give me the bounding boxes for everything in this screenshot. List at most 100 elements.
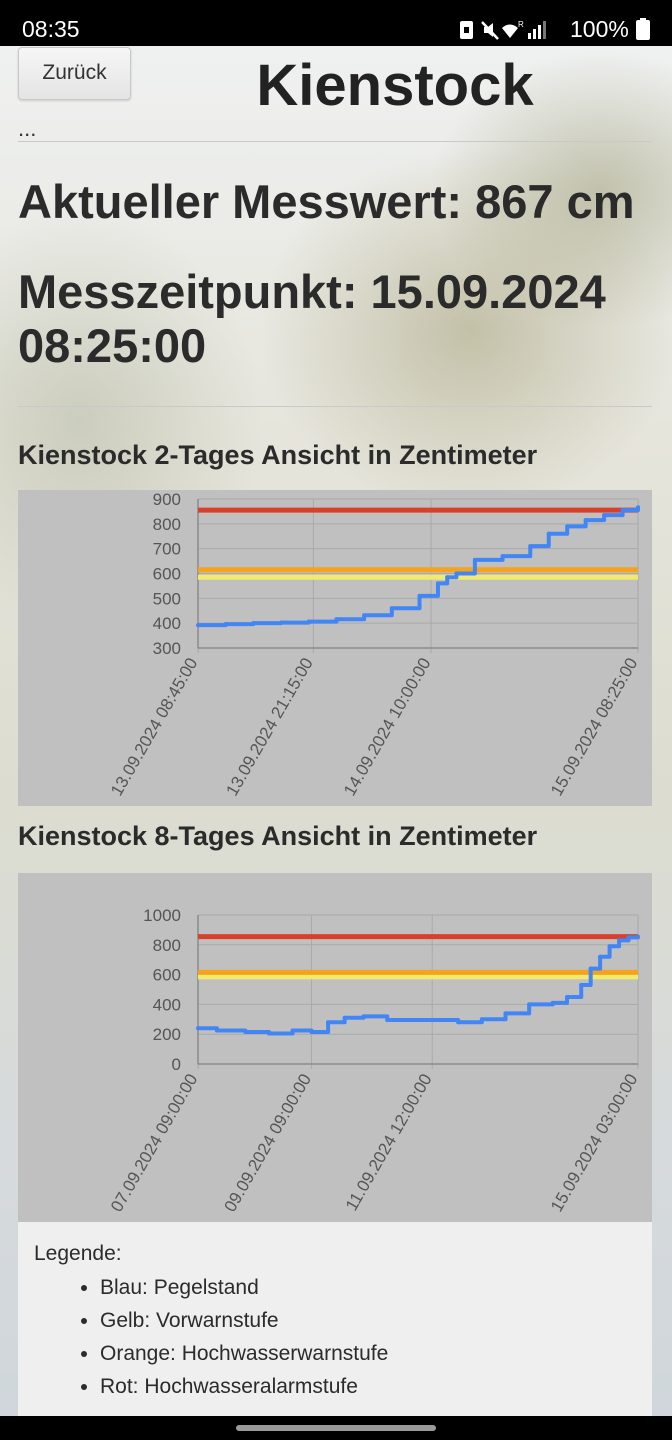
battery-icon [636,18,650,40]
data-point [196,1026,200,1031]
data-point [456,1020,461,1025]
y-tick-label: 700 [153,540,181,559]
signal-icon [528,21,546,39]
data-point [389,606,394,611]
y-tick-label: 200 [153,1025,181,1044]
x-tick-label: 13.09.2024 08:45:00 [107,655,201,800]
data-point [435,581,440,586]
x-tick-label: 11.09.2024 12:00:00 [342,1071,436,1214]
data-point [408,1018,413,1023]
data-point [342,1015,347,1020]
data-point [385,1018,390,1023]
measurement-time: Messzeitpunkt: 15.09.2024 [18,265,606,318]
y-tick-label: 600 [153,966,181,985]
x-tick-label: 14.09.2024 10:00:00 [340,655,434,800]
wifi-icon: R [502,20,524,38]
measurement-time-clock: 08:25:00 [18,319,207,372]
data-point [528,544,533,549]
y-tick-label: 600 [153,565,181,584]
navigation-bar [0,1416,672,1440]
data-point [243,1029,248,1034]
breadcrumb-ellipsis: ... [18,116,37,141]
x-tick-label: 07.09.2024 09:00:00 [107,1071,201,1216]
y-tick-label: 1000 [143,906,181,925]
data-point [479,1017,484,1022]
divider [18,406,652,407]
data-point [251,621,256,626]
data-point [472,557,477,562]
data-point [565,994,570,999]
data-point [527,1002,532,1007]
data-point [223,622,228,627]
status-icons: R [460,20,546,40]
chart-title-8day: Kienstock 8-Tages Ansicht in Zentimeter [18,821,538,851]
data-point [550,1000,555,1005]
y-tick-label: 400 [153,614,181,633]
chart-2day-container: 300 400 500 600 700 800 900 13.09.2024 08:45:00… [18,490,652,806]
status-bar: 08:35 R 100% [0,0,672,46]
data-point [279,620,284,625]
data-point [588,966,593,971]
data-point [500,554,505,559]
home-gesture-bar[interactable] [236,1425,436,1431]
data-point [445,575,450,580]
legend-item-rot: Rot: Hochwasseralarmstufe [100,1373,388,1406]
battery-percent: 100% [570,16,629,42]
svg-text:R: R [518,20,524,29]
page-title: Kienstock [256,53,534,118]
data-point [579,983,584,988]
series-line-pegelstand [198,507,640,628]
chart-8day-container: 0 200 400 600 800 1000 07.09.2024 09:00:00 09.0… [18,873,652,1222]
data-point [598,954,603,959]
data-point [432,1018,437,1023]
data-point [602,513,607,518]
data-point [361,1014,366,1019]
legend-title: Legende: [34,1242,122,1265]
x-tick-label: 09.09.2024 09:00:00 [221,1071,315,1216]
y-tick-label: 900 [153,490,181,509]
sim-icon [460,21,473,39]
status-time: 08:35 [22,16,80,42]
data-point [362,613,367,618]
data-point [326,1020,331,1025]
data-point [620,508,625,513]
chart-2day: 300 400 500 600 700 800 900 13.09.2024 08:45:00… [107,490,641,800]
data-point [626,935,631,940]
y-tick-label: 800 [153,936,181,955]
data-point [583,518,588,523]
data-point [334,617,339,622]
data-point [309,1029,314,1034]
data-point [290,1028,295,1033]
data-point [617,938,622,943]
legend-list: Blau: Pegelstand Gelb: Vorwarnstufe Oran… [100,1274,388,1406]
data-point [503,1011,508,1016]
data-point [196,623,200,628]
data-point [306,619,311,624]
y-tick-label: 0 [172,1055,181,1074]
data-point [266,1031,271,1036]
data-point [417,593,422,598]
divider [18,141,652,142]
data-point [565,524,570,529]
chart-8day: 0 200 400 600 800 1000 07.09.2024 09:00:00 09.0… [107,906,641,1216]
legend: Legende: Blau: Pegelstand Gelb: Vorwarns… [18,1222,652,1418]
y-tick-label: 400 [153,995,181,1014]
data-point [636,505,640,510]
y-tick-label: 500 [153,589,181,608]
x-tick-label: 15.09.2024 03:00:00 [547,1071,641,1216]
data-point [636,934,640,939]
chart-title-2day: Kienstock 2-Tages Ansicht in Zentimeter [18,440,538,470]
legend-item-orange: Orange: Hochwasserwarnstufe [100,1340,388,1373]
legend-item-gelb: Gelb: Vorwarnstufe [100,1307,388,1340]
current-value: Aktueller Messwert: 867 cm [18,175,635,228]
y-tick-label: 300 [153,639,181,658]
legend-item-blau: Blau: Pegelstand [100,1274,388,1307]
series-line-pegelstand [198,935,640,1036]
x-tick-label: 15.09.2024 08:25:00 [547,655,641,800]
mute-icon [481,21,499,40]
data-point [454,571,459,576]
x-tick-label: 13.09.2024 21:15:00 [222,655,316,800]
back-button[interactable]: Zurück [18,47,131,100]
y-tick-label: 800 [153,515,181,534]
data-point [607,944,612,949]
